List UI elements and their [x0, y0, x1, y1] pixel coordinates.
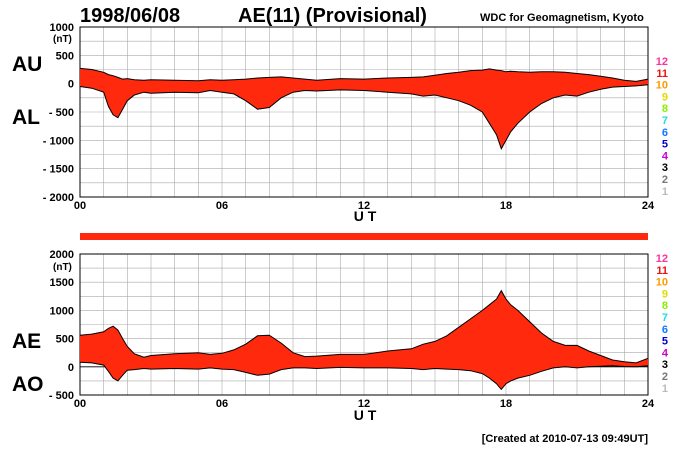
station-label: 7 — [662, 115, 668, 127]
lower-unit-label: (nT) — [53, 262, 72, 273]
series-line-al — [79, 84, 649, 151]
station-label: 5 — [662, 336, 668, 348]
y-tick-label: - 500 — [49, 390, 74, 402]
station-label: 8 — [662, 103, 668, 115]
y-tick-label: 1000 — [50, 305, 74, 317]
x-tick-label: 12 — [358, 398, 370, 410]
data-source: WDC for Geomagnetism, Kyoto — [480, 12, 644, 24]
station-label: 4 — [662, 347, 669, 359]
al-label: AL — [12, 106, 40, 129]
upper-x-axis-label: U T — [354, 208, 377, 224]
y-tick-label: 0 — [68, 362, 74, 374]
station-label: 9 — [662, 91, 668, 103]
y-tick-label: 500 — [56, 334, 74, 346]
upper-panel: AU AL (nT) U T 1000 500 0 - 500 - 1000 - 1500… — [12, 22, 655, 224]
station-label: 3 — [662, 162, 668, 174]
y-tick-label: - 2000 — [43, 192, 74, 204]
y-tick-label: - 1500 — [43, 164, 74, 176]
station-label: 6 — [662, 127, 668, 139]
y-tick-label: 500 — [56, 50, 74, 62]
envelope-fill — [80, 290, 648, 390]
y-tick-label: 0 — [68, 79, 74, 91]
x-tick-label: 18 — [500, 200, 512, 212]
series-line-ae — [79, 289, 649, 364]
station-label: 4 — [662, 150, 669, 162]
upper-unit-label: (nT) — [53, 34, 72, 45]
station-label: 12 — [656, 253, 668, 265]
x-tick-label: 12 — [358, 200, 370, 212]
station-label: 10 — [656, 80, 668, 92]
y-tick-label: - 500 — [49, 107, 74, 119]
station-label: 1 — [662, 186, 668, 198]
station-label: 7 — [662, 312, 668, 324]
envelope-fill — [80, 68, 648, 149]
x-tick-label: 00 — [74, 398, 86, 410]
y-tick-label: 2000 — [50, 249, 74, 261]
x-tick-label: 00 — [74, 200, 86, 212]
chart-date: 1998/06/08 — [80, 5, 180, 27]
station-label: 6 — [662, 324, 668, 336]
created-timestamp: [Created at 2010-07-13 09:49UT] — [482, 433, 649, 445]
x-tick-label: 18 — [500, 398, 512, 410]
ao-label: AO — [12, 373, 44, 396]
x-tick-label: 24 — [642, 398, 655, 410]
lower-x-axis-label: U T — [354, 407, 377, 423]
station-label: 9 — [662, 288, 668, 300]
station-label: 11 — [656, 68, 668, 80]
x-tick-label: 06 — [216, 398, 228, 410]
x-tick-label: 24 — [642, 200, 655, 212]
station-label: 5 — [662, 139, 668, 151]
plot-frame — [79, 253, 649, 396]
series-line-ao — [79, 361, 649, 391]
y-tick-label: - 1000 — [43, 135, 74, 147]
station-label: 10 — [656, 277, 668, 289]
station-label: 11 — [656, 265, 668, 277]
au-label: AU — [12, 53, 42, 76]
station-label: 12 — [656, 56, 668, 68]
y-tick-label: 1500 — [50, 277, 74, 289]
ae-label: AE — [12, 330, 41, 353]
station-label: 1 — [662, 383, 668, 395]
chart-title: AE(11) (Provisional) — [238, 5, 427, 27]
data-coverage-bar — [80, 233, 648, 240]
y-tick-label: 1000 — [50, 22, 74, 34]
station-label: 2 — [662, 174, 668, 186]
station-label: 2 — [662, 371, 668, 383]
series-line-au — [79, 67, 649, 82]
plot-frame — [79, 26, 649, 198]
station-label: 3 — [662, 359, 668, 371]
x-tick-label: 06 — [216, 200, 228, 212]
station-label: 8 — [662, 300, 668, 312]
